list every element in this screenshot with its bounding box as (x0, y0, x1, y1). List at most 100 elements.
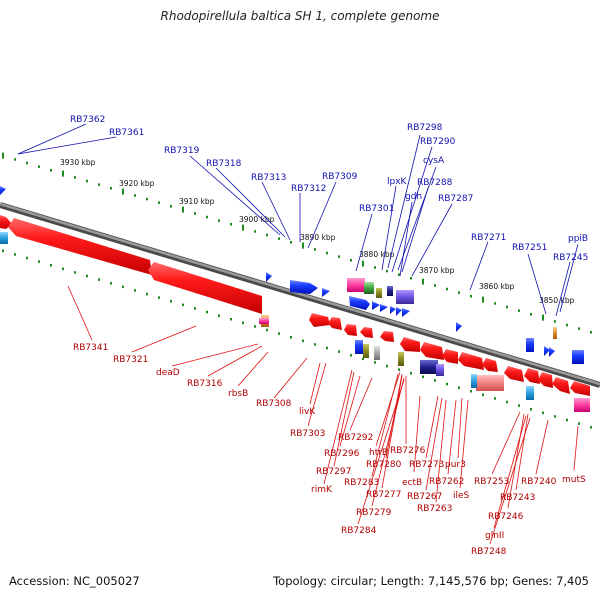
tick-minor (134, 289, 136, 292)
gene-label: mutS (562, 475, 586, 485)
tick-minor (494, 302, 496, 305)
tick-minor (110, 187, 112, 190)
forward-labels: RB7362 RB7361 RB7319 RB7318 RB7313 RB731… (70, 115, 588, 263)
gene-label: RB7309 (322, 172, 358, 182)
tick-minor (530, 313, 532, 316)
gene-label: RB7283 (344, 478, 379, 488)
tick-minor (530, 408, 532, 411)
tick-minor (146, 292, 148, 296)
tick-minor (26, 161, 28, 165)
gene-arrow (524, 368, 540, 384)
gene-label: RB7297 (316, 467, 351, 477)
gene-label: RB7301 (359, 204, 394, 214)
gene-arrow (396, 307, 402, 316)
gene-label: gdh (405, 192, 422, 202)
gene-box (476, 375, 504, 391)
gene-box (574, 398, 590, 412)
tick-minor (590, 331, 592, 334)
tick-minor (110, 282, 112, 285)
gene-label: ileS (453, 491, 470, 501)
gene-box (398, 352, 404, 366)
tick-label: 3930 kbp (60, 158, 96, 167)
tick-minor (254, 230, 256, 233)
tick-minor (410, 372, 412, 375)
genome-title: Rhodopirellula baltica SH 1, complete ge… (160, 9, 440, 23)
tick-minor (194, 307, 196, 310)
tick-label: 3860 kbp (479, 282, 515, 291)
tick-minor (566, 323, 568, 327)
tick-minor (230, 318, 232, 321)
tick-minor (314, 343, 316, 346)
gene-arrow (322, 288, 330, 297)
gene-box (526, 386, 534, 400)
tick-major (182, 206, 184, 213)
gene-label: RB7288 (417, 178, 453, 188)
gene-label: RB7263 (417, 504, 452, 514)
tick-minor (422, 375, 424, 379)
genome-backbone (0, 202, 600, 388)
tick-label: 3870 kbp (419, 266, 455, 275)
gene-label: ppiB (568, 234, 588, 244)
gene-arrow (544, 346, 550, 356)
tick-minor (266, 233, 268, 237)
tick-minor (386, 364, 388, 368)
tick-major (422, 278, 424, 285)
gene-label: RB7361 (109, 128, 144, 138)
gene-arrow (456, 322, 462, 332)
gene-arrow (570, 381, 590, 396)
gene-label: rbsB (228, 389, 248, 399)
tick-minor (374, 266, 376, 269)
gene-box (436, 364, 444, 376)
gene-arrow (309, 313, 330, 327)
tick-minor (554, 320, 556, 323)
tick-minor (134, 194, 136, 197)
tick-minor (290, 336, 292, 339)
tick-minor (482, 393, 484, 397)
gene-label: pur3 (445, 460, 466, 470)
tick-minor (74, 176, 76, 179)
gene-label: RB7277 (366, 490, 401, 500)
gene-box (396, 290, 414, 304)
reverse-labels: RB7341 RB7321 deaD RB7316 rbsB RB7308 li… (73, 343, 586, 557)
gene-arrow (442, 349, 458, 364)
gene-label: rimK (311, 485, 333, 495)
gene-label: RB7312 (291, 184, 326, 194)
tick-minor (242, 321, 244, 325)
tick-minor (230, 223, 232, 226)
tick-minor (98, 278, 100, 281)
tick-minor (458, 386, 460, 389)
gene-label: RB7280 (366, 460, 402, 470)
gene-label: RB7318 (206, 159, 242, 169)
tick-minor (170, 205, 172, 208)
gene-label: RB7290 (420, 137, 456, 147)
tick-minor (38, 260, 40, 263)
tick-minor (14, 253, 16, 256)
gene-label: livK (299, 407, 316, 417)
tick-minor (206, 215, 208, 219)
gene-arrow (420, 342, 444, 360)
gene-arrow (390, 306, 396, 314)
tick-minor (74, 271, 76, 274)
gene-label: RB7271 (471, 233, 506, 243)
tick-minor (2, 249, 4, 253)
tick-minor (578, 327, 580, 330)
tick-major (62, 170, 64, 177)
tick-minor (50, 169, 52, 172)
gene-label: RB7321 (113, 355, 148, 365)
gene-label: RB7240 (521, 477, 557, 487)
tick-label: 3920 kbp (119, 179, 155, 188)
tick-minor (266, 328, 268, 332)
tick-minor (554, 415, 556, 418)
gene-arrow (372, 301, 380, 310)
gene-box (526, 338, 534, 352)
gene-label: RB7298 (407, 123, 443, 133)
tick-minor (158, 296, 160, 299)
gene-arrow (380, 331, 394, 342)
gene-box (387, 286, 393, 296)
gene-label: RB7296 (324, 449, 360, 459)
tick-major (2, 152, 4, 159)
gene-arrow (458, 352, 484, 370)
tick-minor (86, 274, 88, 278)
topology-label: Topology: circular; Length: 7,145,576 bp… (273, 574, 589, 588)
gene-box (355, 340, 363, 354)
